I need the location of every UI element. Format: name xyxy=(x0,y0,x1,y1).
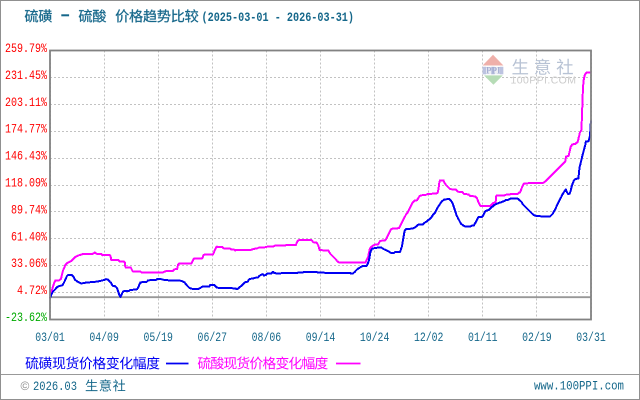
svg-text:PPI: PPI xyxy=(486,66,501,76)
svg-text:61.40%: 61.40% xyxy=(11,230,47,244)
svg-text:03/31: 03/31 xyxy=(576,330,606,345)
svg-text:203.11%: 203.11% xyxy=(5,96,47,110)
svg-text:4.72%: 4.72% xyxy=(17,284,47,298)
svg-text:259.79%: 259.79% xyxy=(5,42,47,56)
svg-text:08/06: 08/06 xyxy=(252,330,282,345)
svg-text:05/19: 05/19 xyxy=(143,330,173,345)
svg-text:231.45%: 231.45% xyxy=(5,69,47,83)
svg-text:04/09: 04/09 xyxy=(89,330,119,345)
svg-text:(2025-03-01 - 2026-03-31): (2025-03-01 - 2026-03-31) xyxy=(202,10,355,25)
svg-text:100PPI.COM: 100PPI.COM xyxy=(511,75,577,87)
svg-text:118.09%: 118.09% xyxy=(5,177,47,191)
svg-text:www.100PPI.com: www.100PPI.com xyxy=(534,380,624,394)
svg-text:10/24: 10/24 xyxy=(360,330,390,345)
svg-text:06/27: 06/27 xyxy=(198,330,228,345)
svg-text:33.06%: 33.06% xyxy=(11,257,47,271)
svg-text:12/02: 12/02 xyxy=(414,330,444,345)
svg-text:09/14: 09/14 xyxy=(306,330,336,345)
svg-text:174.77%: 174.77% xyxy=(5,123,47,137)
svg-text:02/19: 02/19 xyxy=(522,330,552,345)
svg-text:03/01: 03/01 xyxy=(35,330,65,345)
svg-text:146.43%: 146.43% xyxy=(5,150,47,164)
svg-text:01/11: 01/11 xyxy=(468,330,498,345)
svg-text:©: © xyxy=(21,379,30,393)
svg-text:89.74%: 89.74% xyxy=(11,203,47,217)
svg-text:2026.03: 2026.03 xyxy=(33,380,77,394)
svg-text:-23.62%: -23.62% xyxy=(5,311,47,325)
